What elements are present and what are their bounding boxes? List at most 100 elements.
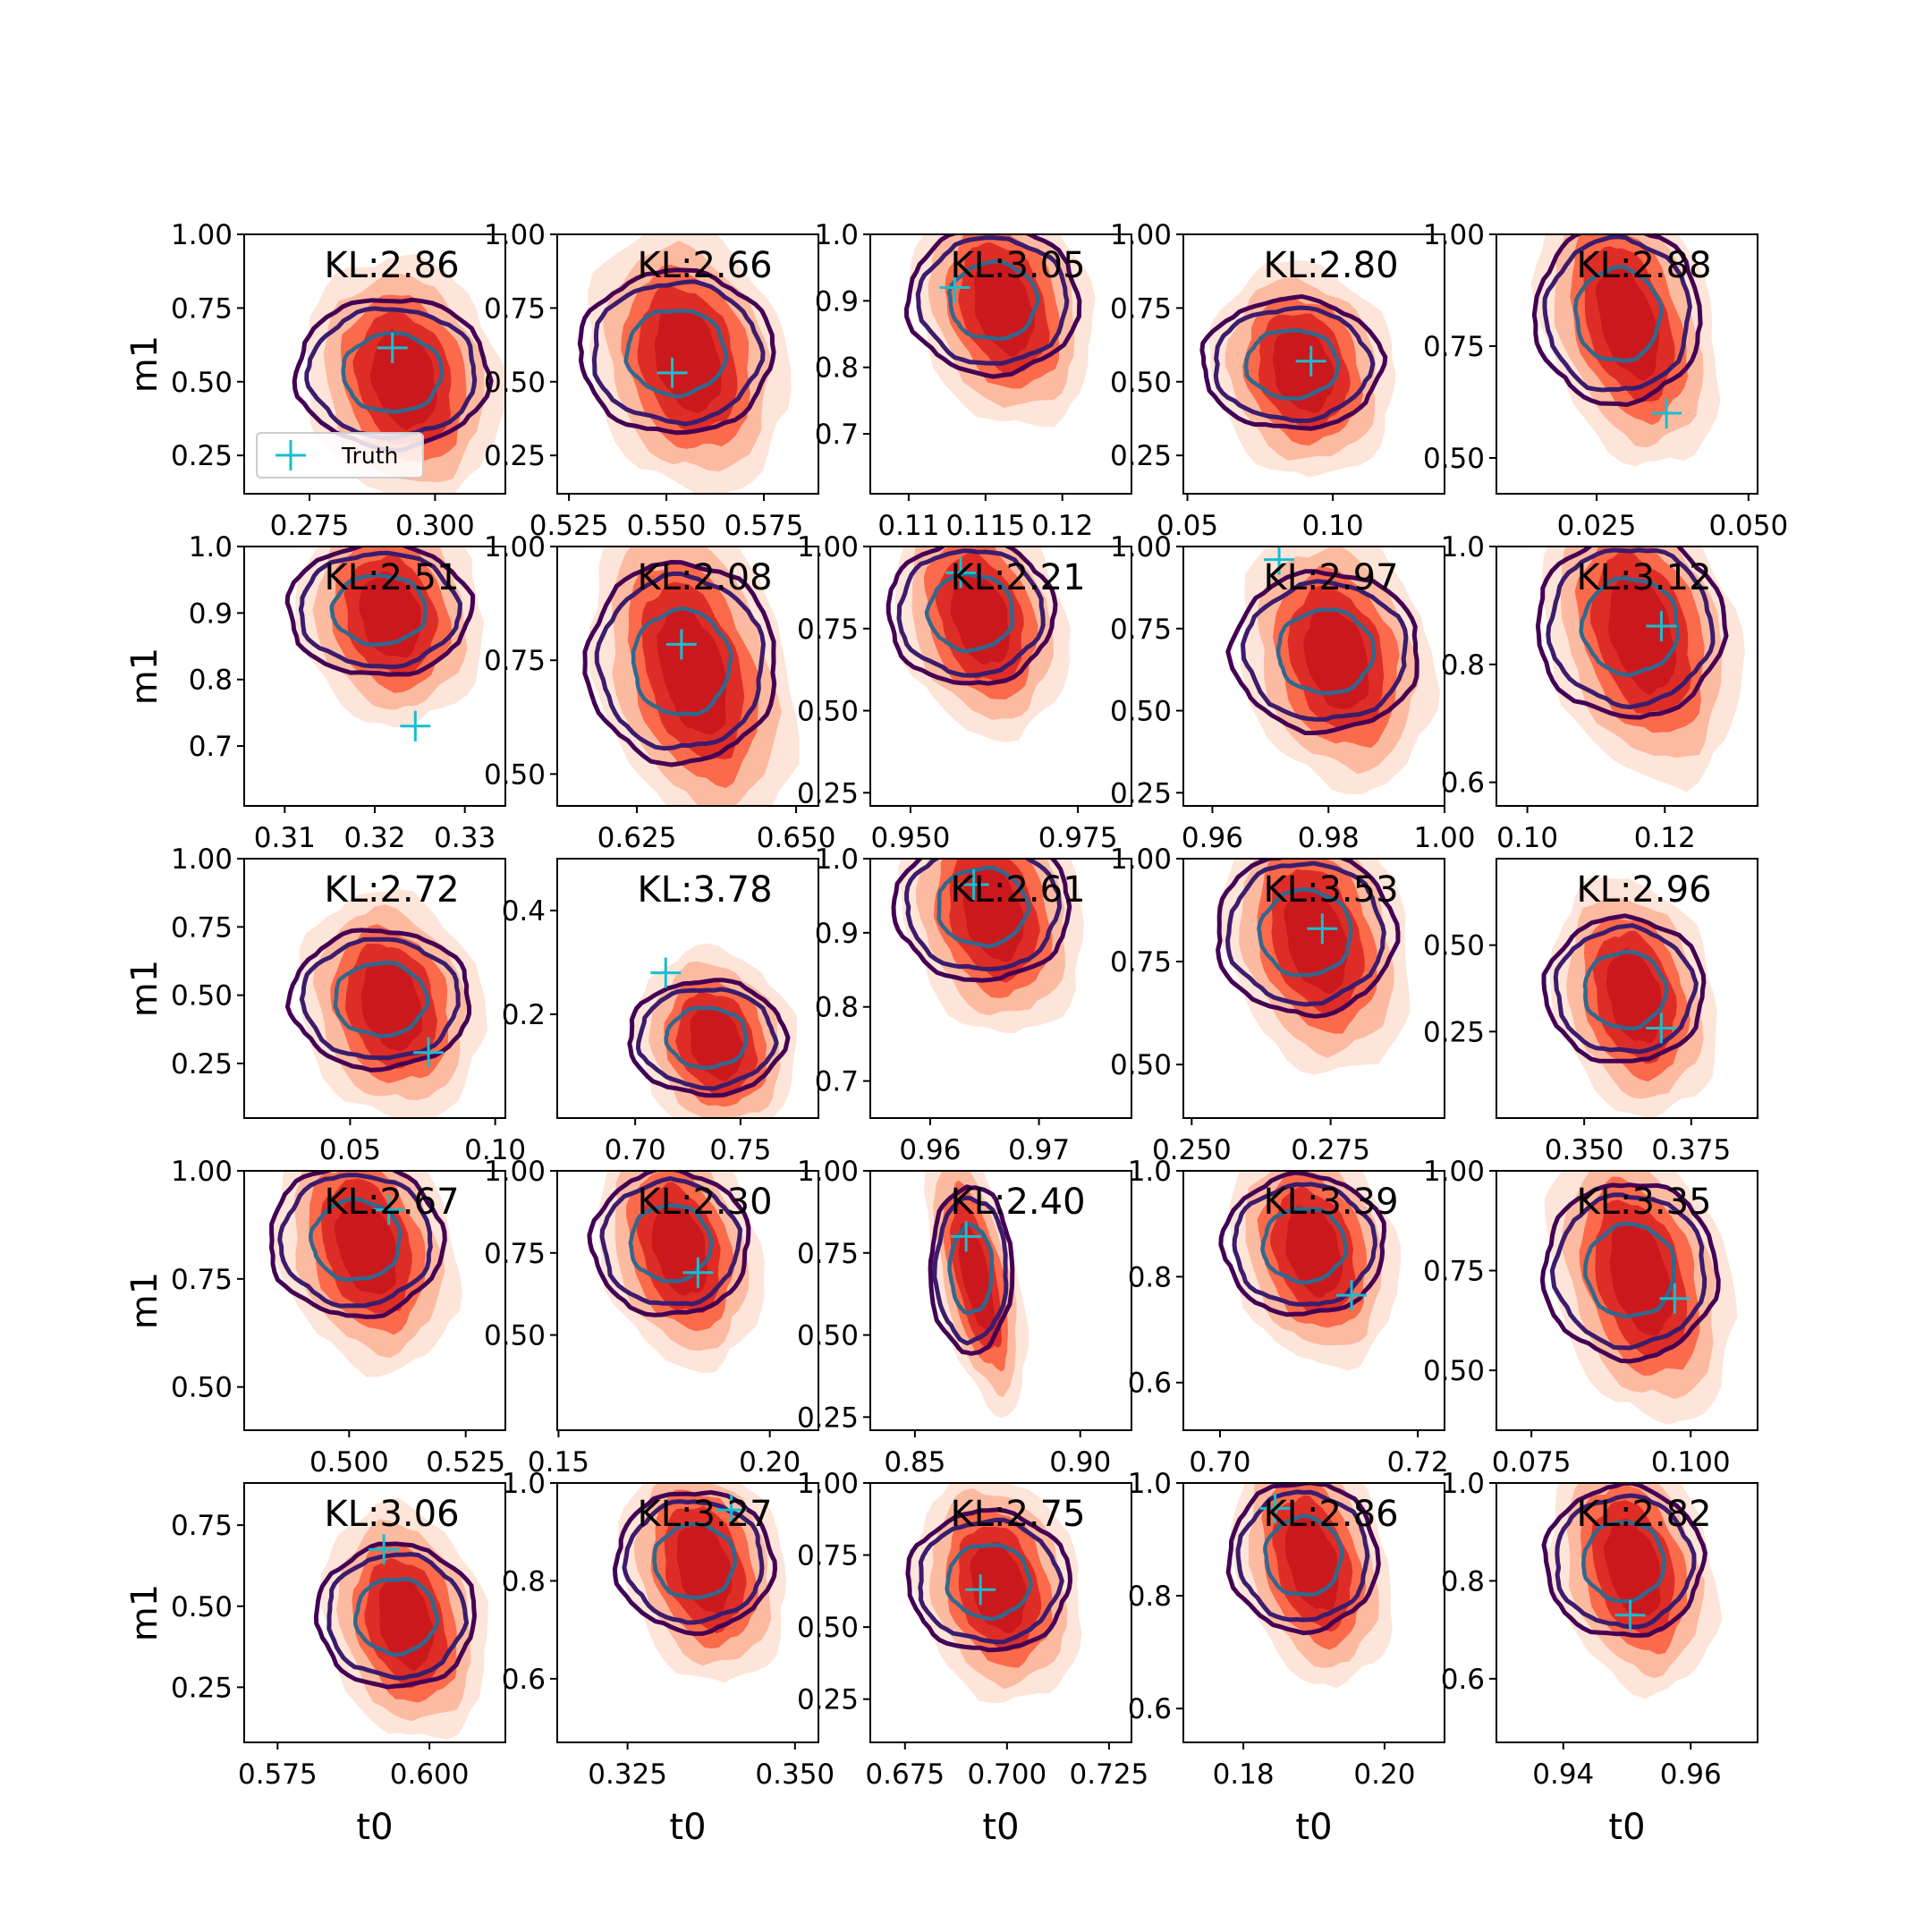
y-tick-label: 0.25	[1110, 440, 1172, 472]
y-tick-label: 1.0	[815, 843, 859, 876]
inner-contour	[333, 961, 430, 1038]
truth-marker	[650, 957, 682, 988]
kl-label: KL:3.35	[1576, 1182, 1711, 1223]
y-tick-label: 1.0	[815, 219, 859, 251]
kl-label: KL:2.67	[324, 1182, 459, 1223]
axes-frame	[556, 546, 819, 807]
y-tick-label: 1.0	[1128, 1468, 1172, 1500]
density-fill-level-5	[334, 1197, 397, 1295]
middle-contour	[594, 571, 766, 751]
outer-contour	[891, 859, 1072, 983]
y-tick-label: 0.50	[1423, 930, 1485, 962]
truth-marker	[1264, 547, 1295, 575]
inner-contour	[341, 331, 445, 414]
axes-frame	[1496, 1482, 1758, 1743]
x-tick-label: 0.75	[709, 1134, 771, 1166]
middle-contour	[326, 1552, 470, 1681]
x-tick-label: 0.10	[1496, 822, 1558, 854]
density-fill-level-5	[1303, 607, 1369, 709]
x-tick-label: 0.100	[1651, 1446, 1731, 1479]
inner-contour	[329, 572, 428, 648]
kl-label: KL:3.06	[324, 1494, 459, 1535]
kl-label: KL:2.61	[950, 869, 1085, 911]
axes-frame	[556, 858, 819, 1119]
y-tick-label: 1.0	[1441, 531, 1485, 564]
middle-contour	[932, 1195, 1009, 1346]
axes-frame	[1496, 1170, 1758, 1431]
y-tick-label: 0.75	[1423, 1256, 1485, 1288]
x-tick-label: 0.575	[238, 1758, 318, 1791]
middle-contour	[896, 548, 1046, 678]
kl-label: KL:2.08	[637, 557, 772, 598]
y-tick-label: 1.00	[1110, 219, 1172, 251]
y-tick-label: 0.75	[1110, 292, 1172, 325]
y-tick-label: 0.50	[1110, 696, 1172, 728]
x-tick-label: 0.20	[1353, 1758, 1415, 1791]
outer-contour	[1218, 1171, 1386, 1318]
outer-contour	[285, 928, 471, 1072]
legend-box	[256, 432, 424, 479]
x-tick-label: 0.275	[270, 510, 350, 542]
truth-marker	[958, 869, 989, 900]
outer-contour	[587, 1171, 751, 1318]
inner-contour	[1275, 607, 1377, 696]
y-tick-label: 0.75	[797, 614, 859, 646]
y-tick-label: 0.25	[797, 1402, 859, 1434]
x-axis-label: t0	[669, 1807, 706, 1848]
y-tick-label: 0.75	[171, 292, 233, 325]
kl-label: KL:2.66	[637, 245, 772, 286]
x-tick-label: 0.300	[395, 510, 475, 542]
x-tick-label: 0.725	[1070, 1758, 1149, 1791]
x-tick-label: 0.97	[1008, 1134, 1070, 1166]
panel-9: KL:2.97 0.25 0.50 0.75 1.00 0.96 0.98 1.00	[1110, 531, 1476, 854]
y-tick-label: 0.25	[1423, 1016, 1485, 1048]
axes-frame	[1182, 1482, 1445, 1743]
kl-label: KL:2.96	[1576, 869, 1711, 911]
axes-frame	[869, 233, 1132, 495]
panel-23: KL:2.75 0.25 0.50 0.75 1.00 0.675 0.700 0.725 t0	[797, 1468, 1149, 1848]
outer-contour	[886, 547, 1058, 686]
panel-2: KL:2.66 0.25 0.50 0.75 1.00 0.525 0.550 0.575	[484, 219, 819, 542]
outer-contour	[1216, 859, 1401, 1019]
kl-label: KL:2.80	[1263, 245, 1398, 286]
axes-frame	[243, 1482, 506, 1743]
inner-contour	[309, 1197, 402, 1283]
outer-contour	[582, 560, 777, 767]
outer-contour	[1541, 1483, 1707, 1638]
y-axis-label: m1	[124, 960, 165, 1017]
y-tick-label: 0.50	[797, 1612, 859, 1644]
outer-contour	[577, 267, 776, 436]
truth-marker	[1295, 345, 1326, 377]
y-tick-label: 0.2	[502, 999, 546, 1031]
y-tick-label: 0.75	[484, 292, 546, 325]
kl-label: KL:2.97	[1263, 557, 1398, 598]
x-tick-label: 0.18	[1213, 1758, 1275, 1791]
outer-contour	[928, 1184, 1015, 1356]
y-tick-label: 0.75	[1110, 614, 1172, 646]
outer-contour	[1531, 234, 1703, 407]
y-tick-label: 1.00	[797, 1468, 859, 1500]
panel-17: KL:2.30 0.50 0.75 1.00 0.15 0.20	[484, 1156, 819, 1479]
panel-5: KL:2.88 0.50 0.75 1.00 0.025 0.050	[1423, 219, 1788, 542]
axes-frame	[1182, 233, 1445, 495]
kl-label: KL:3.12	[1576, 557, 1711, 598]
kl-label: KL:2.75	[950, 1494, 1085, 1535]
y-tick-label: 0.6	[502, 1664, 546, 1696]
x-tick-label: 0.32	[343, 822, 405, 854]
panel-1: KL:2.86 0.25 0.50 0.75 1.00 0.275 0.300 Truth m1	[124, 219, 506, 542]
kl-label: KL:2.21	[950, 557, 1085, 598]
truth-marker	[377, 332, 408, 363]
x-tick-label: 0.625	[597, 822, 677, 854]
outer-contour	[1541, 913, 1707, 1063]
truth-marker	[716, 1495, 747, 1526]
y-tick-label: 0.8	[1441, 649, 1485, 682]
y-tick-label: 0.75	[797, 1540, 859, 1572]
kl-label: KL:3.39	[1263, 1182, 1398, 1223]
y-tick-label: 0.7	[189, 731, 233, 763]
middle-contour	[599, 1176, 742, 1307]
kl-label: KL:2.40	[950, 1182, 1085, 1223]
x-tick-label: 0.10	[1302, 510, 1364, 542]
axes-frame	[243, 233, 506, 495]
x-tick-label: 0.325	[588, 1758, 667, 1791]
kl-label: KL:2.86	[324, 245, 459, 286]
